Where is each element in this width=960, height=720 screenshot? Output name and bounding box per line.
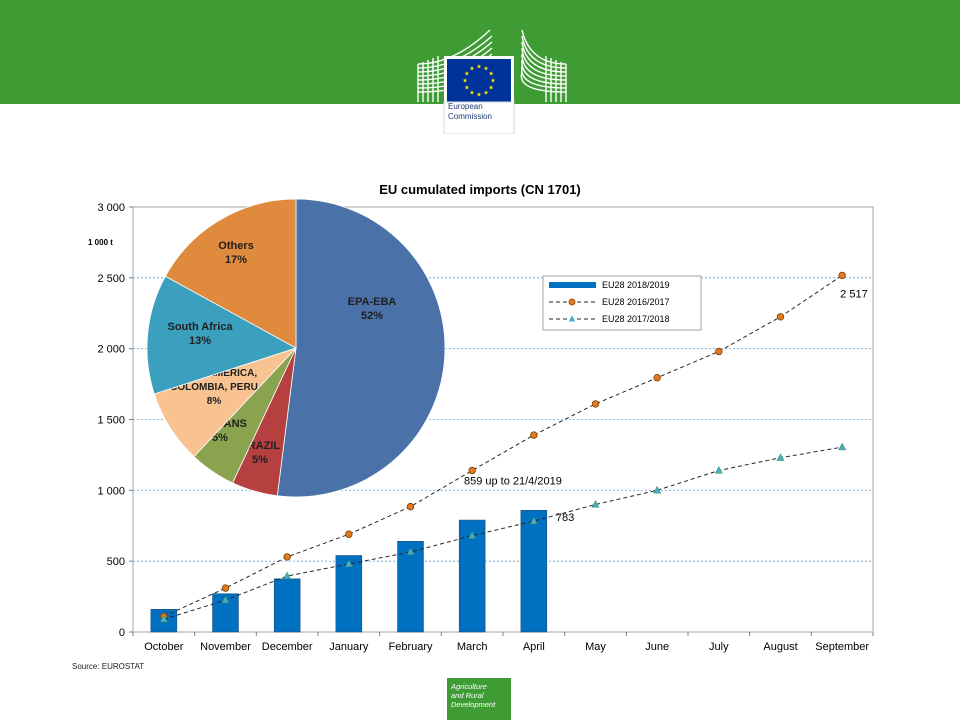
x-tick-label: November [200, 641, 251, 653]
pie-pct-label: 5% [252, 454, 268, 466]
x-tick-label: July [709, 641, 729, 653]
legend-marker [568, 298, 576, 306]
eu-star-icon [476, 64, 482, 69]
dg-agri-badge: Agriculture and Rural Development [447, 678, 511, 720]
y-tick-label: 1 500 [97, 415, 125, 427]
source-note: Source: EUROSTAT [72, 662, 145, 671]
eu-star-icon [464, 71, 470, 76]
series-2016-2017-point [468, 466, 476, 475]
series-2016-2017-point [838, 271, 846, 280]
eu-star-icon [476, 92, 482, 97]
annotation-label: 783 [556, 512, 574, 524]
bar [397, 541, 424, 633]
pie-slice-label: Others [218, 240, 253, 252]
eu-star-icon [469, 90, 475, 95]
eu-star-icon [490, 78, 496, 83]
legend-swatch [549, 282, 596, 288]
series-2016-2017-point [221, 584, 230, 592]
series-2017-2018-point [344, 559, 353, 568]
legend-marker [568, 315, 576, 322]
eu-star-icon [462, 78, 468, 83]
y-tick-label: 0 [119, 627, 125, 639]
bar [520, 510, 548, 633]
series-2017-2018-point [468, 531, 477, 539]
bar [458, 519, 486, 633]
legend: EU28 2018/2019 EU28 2016/2017 EU28 2017/20… [542, 275, 702, 331]
annotation-label: 2 517 [840, 288, 868, 300]
x-tick-label: February [388, 641, 433, 653]
y-tick-label: 500 [107, 556, 125, 568]
pie-pct-label: 17% [225, 254, 247, 266]
y-tick-label: 2 000 [97, 344, 125, 356]
y-tick-label: 2 500 [97, 273, 125, 285]
eu-star-icon [483, 65, 489, 71]
series-2016-2017-point [776, 313, 785, 321]
pie-slice-label: EPA-EBA [348, 296, 397, 308]
eu-star-icon [483, 90, 489, 95]
series-2017-2018-point [221, 595, 230, 604]
series-2017-2018-point [714, 465, 723, 474]
series-2017-2018-point [406, 547, 415, 556]
series-2017-2018-line [163, 446, 843, 620]
eu-star-icon [488, 85, 494, 90]
chart-title: EU cumulated imports (CN 1701) [379, 182, 581, 197]
series-2016-2017-point [715, 347, 723, 356]
x-tick-label: March [457, 641, 488, 653]
org-name-line2: Commission [448, 112, 493, 121]
x-tick-label: June [645, 641, 669, 653]
pie-slice [146, 275, 298, 395]
dg-line1: Agriculture [451, 682, 487, 691]
series-2016-2017-point [653, 374, 661, 382]
pie-pct-label: 52% [361, 310, 383, 322]
pie-pct-label: 8% [207, 396, 222, 407]
pie-pct-label: 13% [189, 335, 211, 347]
dg-line3: Development [451, 700, 496, 709]
series-2017-2018-point [776, 453, 785, 461]
series-2017-2018-point [283, 571, 292, 580]
bar [273, 578, 301, 633]
x-tick-label: August [763, 641, 797, 653]
pie-slice [276, 198, 446, 498]
legend-label: EU28 2018/2019 [602, 280, 670, 290]
x-tick-label: April [523, 641, 545, 653]
series-2016-2017-point [345, 530, 353, 538]
annotation-label: 859 up to 21/4/2019 [464, 475, 562, 487]
series-2017-2018-point [529, 516, 538, 525]
series-2017-2018-point [838, 442, 847, 451]
x-tick-label: January [329, 641, 369, 653]
unit-label: 1 000 t [88, 238, 113, 247]
series-2017-2018-point [159, 614, 168, 623]
eu-star-icon [464, 85, 470, 90]
org-name-line1: European [448, 102, 483, 111]
pie-slice [164, 198, 297, 349]
series-2016-2017-point [406, 502, 415, 511]
x-tick-label: October [144, 641, 183, 653]
legend-label: EU28 2016/2017 [602, 297, 670, 307]
pie-slice-label: COLOMBIA, PERU [170, 382, 258, 393]
y-tick-label: 1 000 [97, 485, 125, 497]
eu-star-icon [469, 65, 475, 71]
series-2016-2017-point [283, 553, 291, 561]
series-2016-2017-point [591, 400, 600, 408]
x-tick-label: December [262, 641, 313, 653]
bar [335, 555, 363, 633]
eu-star-icon [488, 71, 494, 76]
org-name: European Commission [448, 102, 514, 122]
legend-label: EU28 2017/2018 [602, 314, 670, 324]
pie-pct-label: 5% [212, 432, 228, 444]
series-2016-2017-point [530, 431, 538, 439]
dg-line2: and Rural [451, 691, 484, 700]
y-tick-label: 3 000 [97, 202, 125, 214]
series-2017-2018-point [653, 485, 662, 494]
pie-slice-label: South Africa [168, 321, 234, 333]
x-tick-label: September [815, 641, 869, 653]
series-2017-2018-point [591, 499, 600, 508]
european-commission-logo [417, 29, 567, 134]
x-tick-label: May [585, 641, 606, 653]
